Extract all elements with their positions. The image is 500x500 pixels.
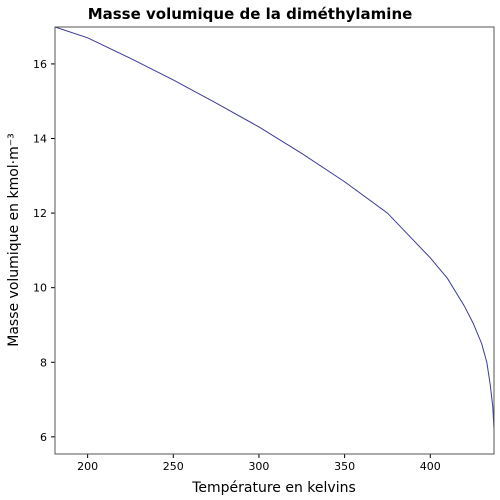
y-tick-label: 14 (33, 133, 47, 146)
x-tick-label: 200 (77, 460, 98, 473)
x-tick-label: 300 (248, 460, 269, 473)
y-tick-label: 8 (40, 356, 47, 369)
x-tick-label: 350 (334, 460, 355, 473)
y-tick-label: 16 (33, 58, 47, 71)
x-tick-label: 250 (163, 460, 184, 473)
x-axis-label: Température en kelvins (191, 480, 356, 496)
data-line (54, 26, 495, 430)
y-axis-label: Masse volumique en kmol·m⁻³ (6, 133, 22, 347)
chart-title: Masse volumique de la diméthylamine (88, 5, 413, 23)
y-tick-label: 12 (33, 207, 47, 220)
x-tick-label: 400 (420, 460, 441, 473)
y-tick-label: 6 (40, 431, 47, 444)
y-tick-label: 10 (33, 282, 47, 295)
plot-frame (54, 26, 495, 455)
